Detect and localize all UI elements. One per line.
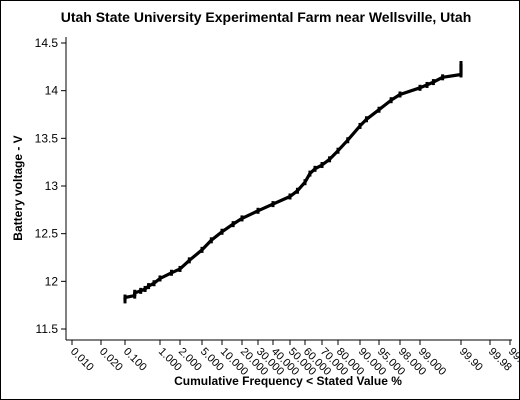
data-point [169,269,173,276]
data-point [200,246,204,253]
data-point [398,91,402,98]
data-point [358,122,362,129]
data-point [389,97,393,104]
data-point [143,285,147,292]
x-tick-label: 2.000 [176,346,204,374]
data-point [308,170,312,177]
data-point [139,287,143,294]
chart-title: Utah State University Experimental Farm … [61,9,472,25]
data-point [431,79,435,86]
data-point [220,228,224,235]
data-point [459,60,463,67]
data-point [346,137,350,144]
data-point [459,71,463,78]
data-point [152,280,156,287]
data-point [133,289,137,296]
data-point [209,237,213,244]
data-point [240,215,244,222]
data-point [271,201,275,208]
y-tick-label: 12.5 [35,227,59,241]
data-point [158,275,162,282]
data-curve [123,64,463,301]
x-tick-label: 99.90 [457,346,485,374]
data-point [256,207,260,214]
y-tick-label: 12 [45,274,59,288]
data-point [364,116,368,123]
data-point [295,187,299,194]
x-tick-label: 0.020 [97,346,125,374]
data-point [459,67,463,74]
x-tick-label: 0.100 [121,346,149,374]
data-point [320,162,324,169]
y-tick-label: 13 [45,179,59,193]
data-point [377,106,381,113]
y-tick-label: 13.5 [35,131,59,145]
data-point [425,81,429,88]
data-point [231,221,235,228]
data-point [328,156,332,163]
data-point [313,165,317,172]
x-tick-label: 0.010 [68,346,96,374]
data-point [187,257,191,264]
axes [65,37,512,341]
data-point [178,265,182,272]
data-point [336,147,340,154]
data-point [418,84,422,91]
data-points [123,60,463,304]
data-point [288,193,292,200]
y-tick-label: 11.5 [36,322,59,336]
y-tick-label: 14 [45,84,59,98]
data-point [147,283,151,290]
x-axis-label: Cumulative Frequency < Stated Value % [174,374,402,388]
y-ticks: 11.5 12 12.5 13 13.5 14 14.5 [35,36,66,336]
y-tick-label: 14.5 [35,36,59,50]
data-point [123,294,127,301]
data-point [303,179,307,186]
y-axis-label: Battery voltage - V [11,135,25,240]
data-point [441,74,445,81]
